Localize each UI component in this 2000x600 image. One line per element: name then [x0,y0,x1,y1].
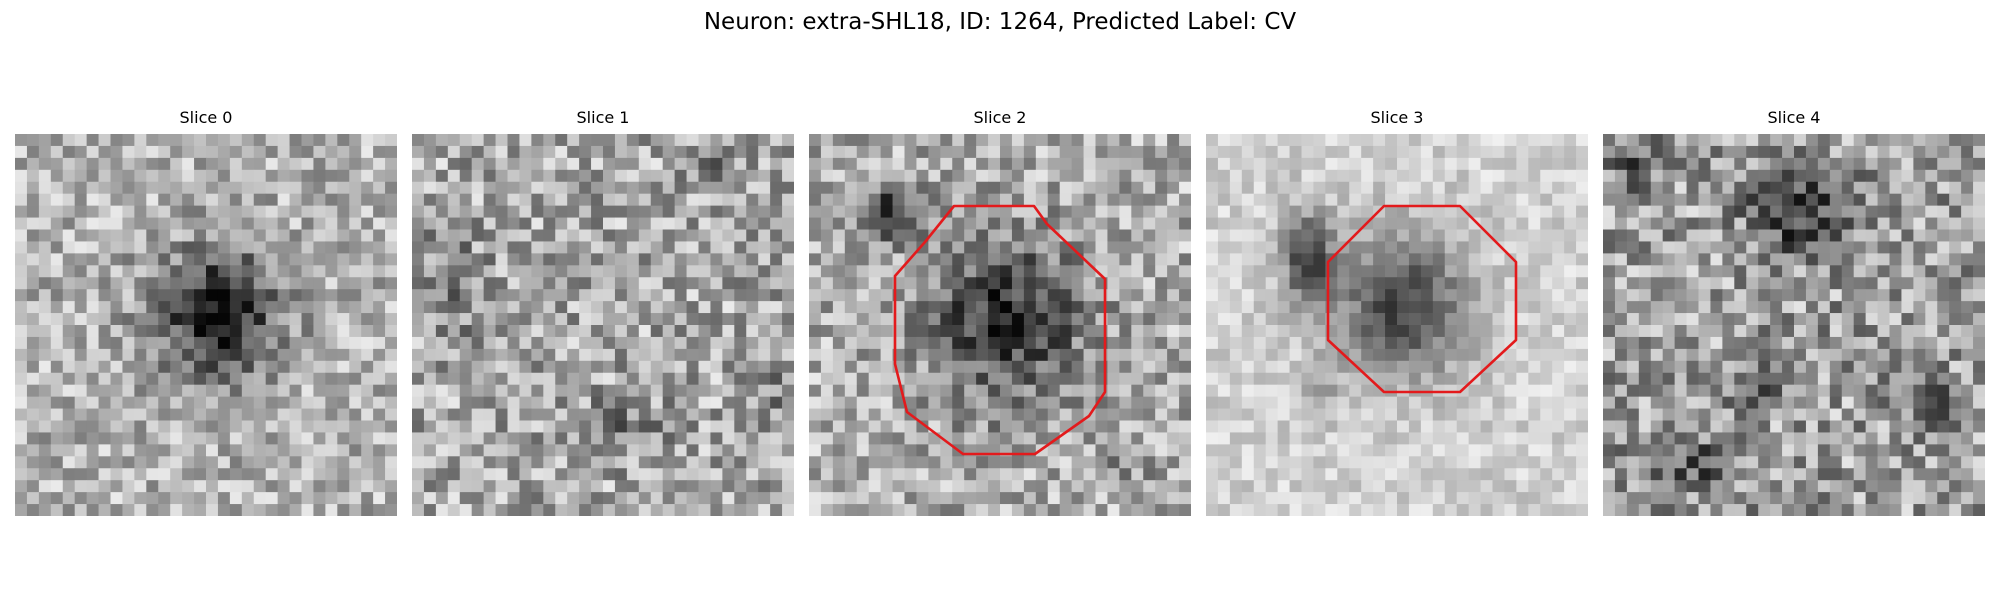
slice-panel-1: Slice 1 [412,108,794,518]
segmentation-outline [1326,204,1518,394]
figure-title: Neuron: extra-SHL18, ID: 1264, Predicted… [703,9,1297,35]
slice-title: Slice 2 [973,108,1027,127]
slice-title: Slice 0 [179,108,233,127]
slice-panel-2: Slice 2 [809,108,1191,518]
slice-panel-0: Slice 0 [15,108,397,518]
slice-image [412,134,794,516]
slice-image [15,134,397,516]
slice-panel-3: Slice 3 [1206,108,1588,518]
segmentation-outline [893,204,1107,456]
slice-title: Slice 4 [1767,108,1821,127]
slice-image [809,134,1191,516]
slice-panel-4: Slice 4 [1603,108,1985,518]
slice-title: Slice 1 [576,108,630,127]
slice-image [1206,134,1588,516]
slice-image [1603,134,1985,516]
slice-title: Slice 3 [1370,108,1424,127]
